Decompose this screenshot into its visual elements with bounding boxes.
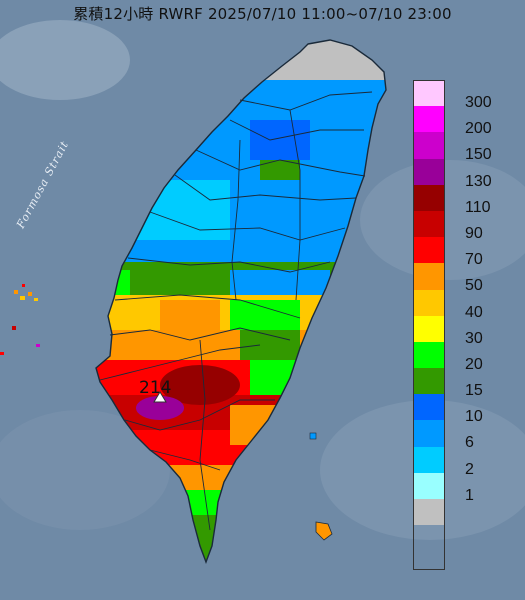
legend-label: 300	[465, 94, 492, 111]
legend-label: 6	[465, 434, 474, 452]
legend-swatch	[413, 472, 445, 499]
orchid-island	[315, 521, 333, 541]
legend-row: 90	[413, 210, 508, 242]
legend-label: 10	[465, 408, 483, 426]
legend-swatch	[413, 132, 445, 159]
legend-row	[413, 499, 508, 526]
legend-swatch	[413, 158, 445, 185]
legend-row: 6	[413, 420, 508, 451]
legend-row: 20	[413, 341, 508, 373]
legend-label: 200	[465, 120, 492, 138]
legend-swatch	[413, 420, 445, 447]
legend-label: 15	[465, 382, 483, 400]
legend-label: 30	[465, 329, 483, 347]
legend-label: 40	[465, 303, 483, 321]
legend-label: 20	[465, 355, 483, 373]
legend-row: 110	[413, 184, 508, 216]
legend-row: 70	[413, 237, 508, 268]
legend-label: 2	[465, 460, 474, 478]
green-island	[309, 432, 317, 440]
legend-swatch	[413, 289, 445, 316]
legend-label: 90	[465, 224, 483, 242]
legend-swatch	[413, 315, 445, 342]
legend-row: 15	[413, 368, 508, 399]
max-rainfall-marker	[153, 391, 167, 403]
legend-row: 150	[413, 132, 508, 163]
legend-label: 70	[465, 251, 483, 269]
legend-row: 300	[413, 80, 508, 111]
legend-swatch	[413, 446, 445, 473]
legend-row: 130	[413, 158, 508, 190]
legend-row: 2	[413, 446, 508, 478]
legend-swatch	[413, 368, 445, 395]
penghu-islands	[0, 284, 40, 355]
county-borders	[99, 91, 373, 531]
legend-swatch	[413, 263, 445, 290]
legend-row: 200	[413, 106, 508, 137]
legend-label: 50	[465, 277, 483, 295]
legend-swatch	[413, 341, 445, 369]
legend-swatch	[413, 237, 445, 264]
legend-swatch	[413, 394, 445, 421]
map-title: 累積12小時 RWRF 2025/07/10 11:00~07/10 23:00	[73, 5, 452, 23]
legend-row: 30	[413, 315, 508, 347]
legend-label: 1	[465, 486, 474, 504]
legend-label: 110	[465, 198, 491, 216]
legend-swatch	[413, 80, 445, 107]
legend-swatch	[413, 210, 445, 238]
legend-label: 130	[465, 172, 492, 190]
legend-row: 1	[413, 472, 508, 504]
legend-swatch	[413, 106, 445, 133]
legend-row: 40	[413, 289, 508, 321]
legend-row: 50	[413, 263, 508, 294]
legend-swatch	[413, 184, 445, 211]
color-legend: 300 200 150 130 110 90 70 50 40 30 20 15 10 6 2 1	[413, 80, 508, 526]
legend-row: 10	[413, 394, 508, 425]
max-value-label: 214	[139, 378, 172, 398]
legend-swatch	[413, 499, 445, 526]
legend-label: 150	[465, 146, 492, 164]
